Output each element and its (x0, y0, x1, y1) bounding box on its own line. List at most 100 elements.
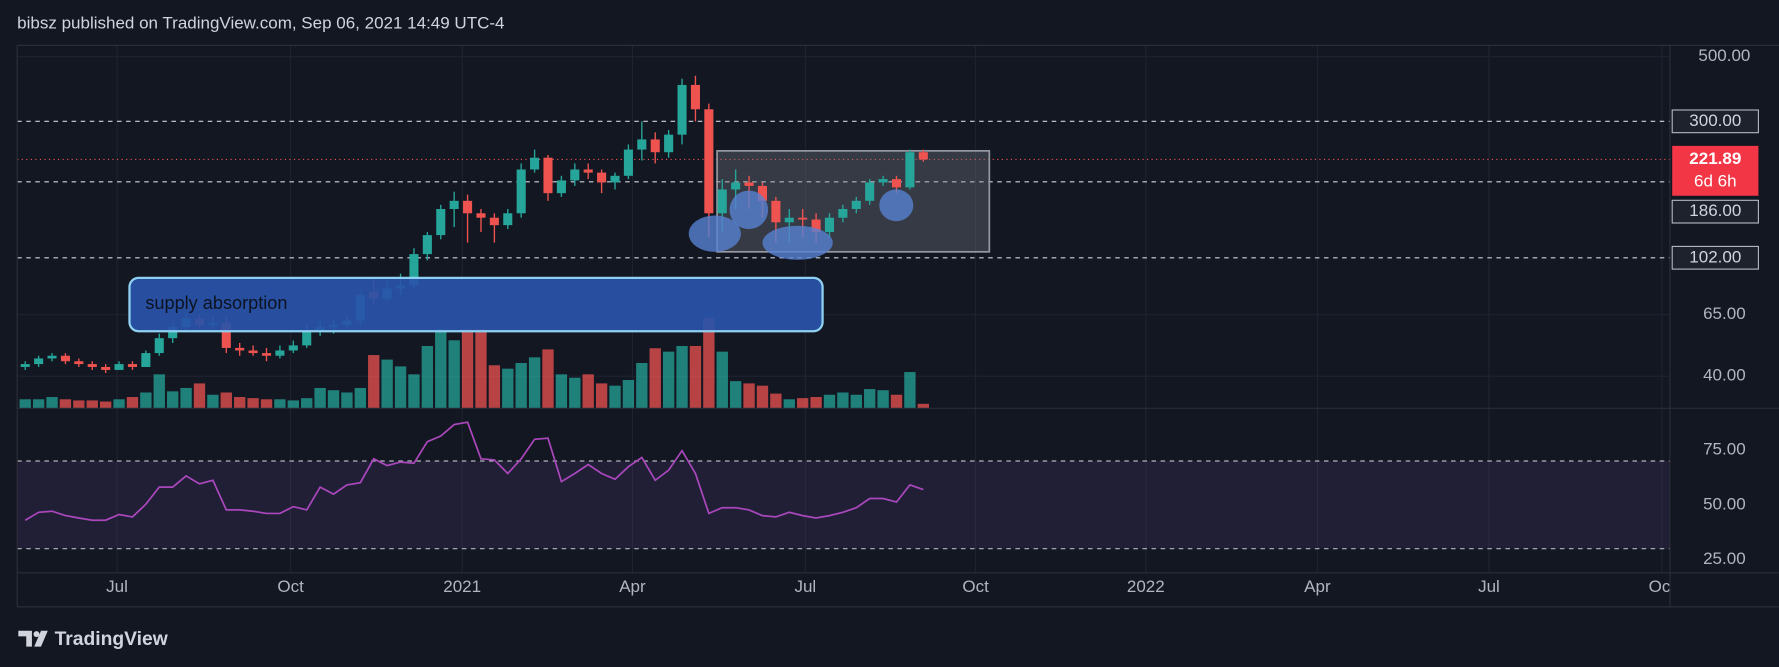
highlight (879, 189, 914, 222)
x-tick-label: Oct (962, 577, 989, 596)
volume-bar (877, 390, 889, 409)
volume-bar (890, 394, 903, 409)
candle-body (127, 364, 137, 367)
candle-body (436, 208, 446, 236)
logo-mark (33, 631, 40, 638)
candle-body (784, 217, 794, 223)
candle-body (838, 208, 848, 218)
y-tick-label: 500.00 (1698, 46, 1750, 65)
candle-body (650, 139, 660, 153)
level-label-box (1671, 245, 1759, 270)
level-label: 102.00 (1689, 247, 1741, 266)
candle-body (771, 200, 781, 223)
rsi-line (24, 421, 924, 522)
x-tick-label: Oct (277, 577, 304, 596)
volume-bar (917, 403, 929, 409)
volume-bar (32, 399, 45, 409)
candle-body (87, 364, 97, 367)
candle-body (141, 353, 151, 367)
candle-body (543, 157, 553, 194)
volume-bar (837, 392, 849, 409)
candle-body (530, 157, 540, 170)
volume-bar (676, 345, 688, 409)
candle-body (757, 185, 767, 201)
highlight (762, 225, 833, 260)
candle-body (516, 169, 526, 214)
candle-body (918, 152, 928, 160)
rsi-tick-label: 75.00 (1703, 440, 1746, 459)
candle-body (302, 331, 312, 346)
volume-bar (368, 355, 380, 409)
x-tick-label: Jul (106, 577, 128, 596)
volume-bar (99, 401, 112, 409)
volume-bar (823, 394, 836, 409)
volume-bar (810, 397, 822, 409)
candle-body (168, 326, 178, 339)
candle-body (583, 169, 593, 173)
candle-body (154, 338, 164, 354)
candle-body (221, 322, 231, 348)
candle-body (34, 358, 44, 365)
volume-bar (234, 397, 246, 409)
x-tick-label: Apr (1304, 577, 1331, 596)
candle-body (811, 219, 821, 233)
header: bibsz published on TradingView.com, Sep … (17, 13, 504, 32)
last-price-badge (1672, 145, 1759, 196)
candle-body (422, 235, 432, 255)
volume-bar (46, 397, 58, 409)
volume-bar (448, 340, 460, 409)
level-label-box (1671, 109, 1759, 134)
volume-bar (488, 365, 501, 409)
candle-body (503, 213, 513, 226)
volume-bar (756, 385, 769, 409)
volume-bar (729, 381, 742, 409)
footer-logo: TradingView (18, 629, 169, 650)
candle-body (798, 217, 808, 220)
volume-bar (609, 385, 621, 409)
volume-bar (167, 391, 179, 409)
volume-bar (301, 398, 313, 409)
volume-bar (274, 399, 286, 409)
volume-bar (260, 399, 273, 409)
candle-body (275, 350, 285, 356)
volume-bar (381, 359, 393, 409)
candle-body (556, 180, 566, 194)
rsi-tick-label: 50.00 (1703, 494, 1746, 513)
rsi-tick-label: 25.00 (1703, 549, 1746, 568)
candle-body (597, 172, 607, 183)
volume-bar (327, 390, 340, 409)
volume-bar (850, 394, 862, 409)
volume-bar (797, 398, 809, 409)
candle-body (704, 109, 714, 214)
volume-bar (743, 383, 755, 409)
last-price-label: 221.89 (1689, 149, 1741, 168)
axes: 500.00 65.00 40.00 300.00 186.00 102.00 221.89… (16, 44, 1779, 608)
volume-bar (86, 400, 98, 409)
grid: Jul Oct 2021 Apr Jul Oct 2022 Apr Jul Oct (17, 45, 1676, 596)
volume-bar (408, 374, 420, 409)
volume-bar (73, 400, 85, 409)
candle-body (74, 361, 84, 365)
volume-bar (421, 345, 434, 409)
logo-mark (18, 630, 32, 647)
volume-bar (394, 366, 407, 409)
volume-bar (287, 400, 299, 409)
candle-body (489, 217, 499, 226)
candle-body (463, 200, 473, 214)
candle-body (891, 179, 902, 188)
candle-body (623, 149, 633, 176)
level-label-box (1671, 199, 1759, 224)
annotation: supply absorption (145, 293, 287, 313)
candle-body (637, 139, 647, 150)
plot (20, 75, 991, 522)
x-tick-label: 2022 (1127, 577, 1165, 596)
candle-body (851, 200, 861, 209)
volume-bar (636, 362, 648, 409)
volume-bar (649, 348, 661, 409)
candle-body (20, 364, 30, 367)
x-tick-label: Oct (1649, 577, 1676, 596)
volume-bar (622, 380, 635, 409)
volume-bar (113, 399, 125, 409)
candle-body (248, 350, 258, 354)
volume-bar (569, 377, 581, 409)
